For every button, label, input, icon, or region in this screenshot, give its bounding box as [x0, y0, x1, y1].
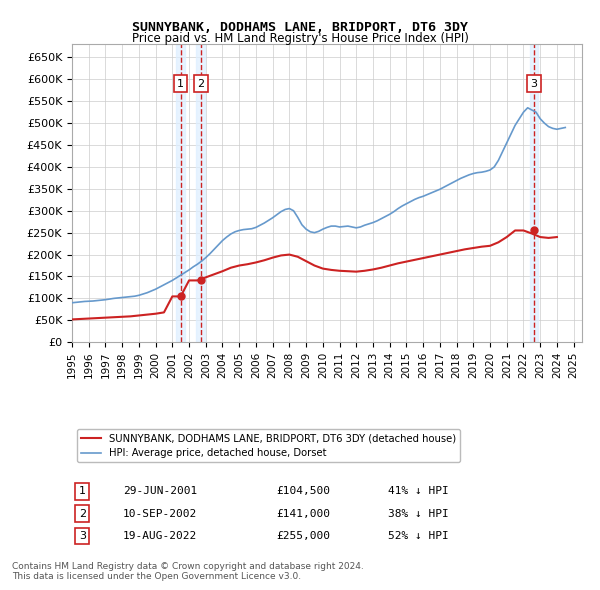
Text: £255,000: £255,000 [276, 531, 330, 541]
Text: SUNNYBANK, DODHAMS LANE, BRIDPORT, DT6 3DY: SUNNYBANK, DODHAMS LANE, BRIDPORT, DT6 3… [132, 21, 468, 34]
Bar [176, 44, 185, 342]
Text: 2: 2 [79, 509, 86, 519]
Text: £141,000: £141,000 [276, 509, 330, 519]
Text: 38% ↓ HPI: 38% ↓ HPI [388, 509, 449, 519]
Text: 1: 1 [177, 78, 184, 88]
Text: 52% ↓ HPI: 52% ↓ HPI [388, 531, 449, 541]
Text: 1: 1 [79, 486, 86, 496]
Text: 3: 3 [79, 531, 86, 541]
Text: 29-JUN-2001: 29-JUN-2001 [123, 486, 197, 496]
Text: Price paid vs. HM Land Registry's House Price Index (HPI): Price paid vs. HM Land Registry's House … [131, 32, 469, 45]
Text: Contains HM Land Registry data © Crown copyright and database right 2024.
This d: Contains HM Land Registry data © Crown c… [12, 562, 364, 581]
Bar [530, 44, 538, 342]
Legend: SUNNYBANK, DODHAMS LANE, BRIDPORT, DT6 3DY (detached house), HPI: Average price,: SUNNYBANK, DODHAMS LANE, BRIDPORT, DT6 3… [77, 430, 460, 463]
Text: 3: 3 [530, 78, 538, 88]
Bar [196, 44, 205, 342]
Text: £104,500: £104,500 [276, 486, 330, 496]
Text: 2: 2 [197, 78, 204, 88]
Text: 41% ↓ HPI: 41% ↓ HPI [388, 486, 449, 496]
Text: 10-SEP-2002: 10-SEP-2002 [123, 509, 197, 519]
Text: 19-AUG-2022: 19-AUG-2022 [123, 531, 197, 541]
